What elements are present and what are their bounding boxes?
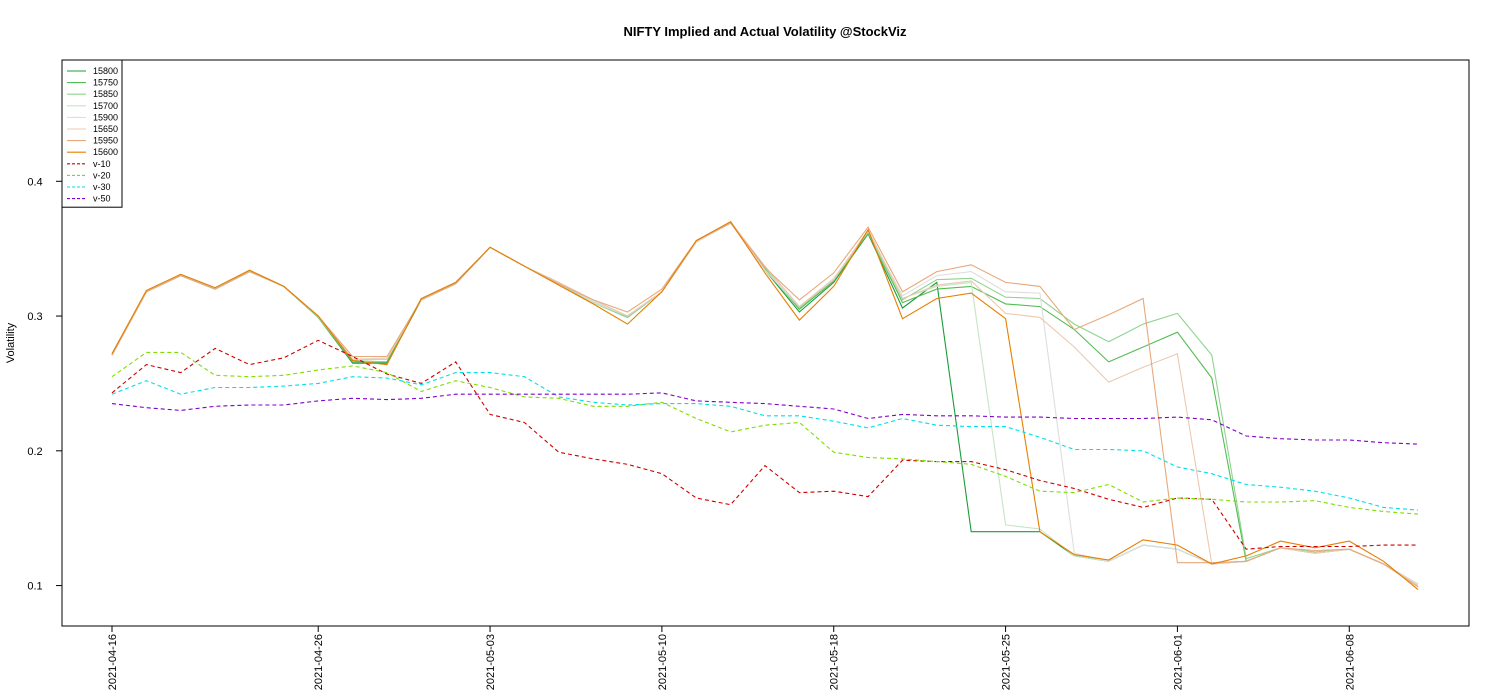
series-layer: [111, 220, 1419, 591]
x-tick-label: 2021-05-25: [1001, 634, 1013, 690]
x-tick-label: 2021-06-01: [1172, 634, 1184, 690]
x-tick-label: 2021-06-08: [1344, 634, 1356, 690]
plot-area-frame: [61, 59, 1470, 627]
series-line-v-20: [111, 351, 1419, 515]
series-line-15900: [111, 222, 1419, 585]
legend-box: [61, 59, 123, 208]
series-line-15800: [111, 220, 1419, 585]
y-axis: 0.1 0.2 0.3 0.4: [27, 176, 62, 593]
series-line-15600: [111, 220, 1419, 591]
y-axis-label: Volatility: [5, 322, 17, 363]
x-axis: 2021-04-16 2021-04-26 2021-05-03 2021-05-10…: [107, 626, 1356, 690]
legend-label-15950: 15950: [93, 136, 118, 146]
x-tick-label: 2021-04-26: [313, 634, 325, 690]
legend-label-15850: 15850: [93, 89, 118, 99]
y-tick-label: 0.3: [27, 311, 42, 323]
legend-label-v-30: v-30: [93, 182, 111, 192]
y-tick-label: 0.1: [27, 581, 42, 593]
y-tick-label: 0.4: [27, 176, 42, 188]
legend-label-15650: 15650: [93, 124, 118, 134]
chart-title: NIFTY Implied and Actual Volatility @Sto…: [623, 24, 907, 39]
x-tick-label: 2021-05-03: [485, 634, 497, 690]
x-tick-label: 2021-04-16: [107, 634, 119, 690]
x-tick-label: 2021-05-18: [829, 634, 841, 690]
x-tick-label: 2021-05-10: [657, 634, 669, 690]
series-line-15750: [111, 220, 1419, 585]
legend-label-15750: 15750: [93, 78, 118, 88]
series-line-v-50: [111, 392, 1419, 445]
y-tick-label: 0.2: [27, 446, 42, 458]
legend-label-15700: 15700: [93, 101, 118, 111]
series-line-v-30: [111, 372, 1419, 511]
legend-label-15800: 15800: [93, 66, 118, 76]
legend-label-v-50: v-50: [93, 194, 111, 204]
legend-label-v-10: v-10: [93, 159, 111, 169]
legend-label-15600: 15600: [93, 147, 118, 157]
series-line-15950: [111, 222, 1419, 588]
legend-label-v-20: v-20: [93, 170, 111, 180]
legend-label-15900: 15900: [93, 112, 118, 122]
series-line-15650: [111, 220, 1419, 587]
series-line-15850: [111, 222, 1419, 585]
series-line-15700: [111, 220, 1419, 585]
